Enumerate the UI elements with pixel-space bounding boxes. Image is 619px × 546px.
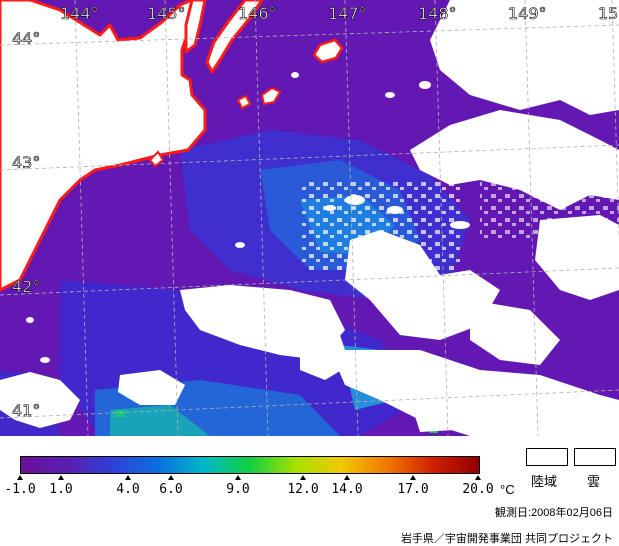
habomai-island-2 — [236, 94, 252, 110]
lat-label-41: 41° — [12, 401, 40, 420]
lon-label-145: 145° — [147, 4, 186, 23]
tick-label: -1.0 — [4, 482, 36, 497]
coast-islet — [148, 150, 165, 168]
unit-label: °C — [500, 482, 515, 497]
temperature-legend: -1.0 1.0 4.0 6.0 9.0 12.0 14.0 17.0 20.0… — [0, 436, 619, 546]
tick-mark — [17, 475, 23, 480]
lon-label-144: 144° — [60, 4, 99, 23]
lon-label-146: 146° — [238, 4, 277, 23]
longitude-labels: 144° 145° 146° 147° 148° 149° 15 — [60, 4, 619, 24]
lat-label-43: 43° — [12, 153, 40, 172]
tick-label: 9.0 — [226, 482, 250, 497]
observation-date: 観測日:2008年02月06日 — [495, 507, 613, 519]
graticule — [0, 0, 619, 436]
tick-mark — [235, 475, 241, 480]
shikotan-island — [312, 38, 344, 64]
tick-mark — [168, 475, 174, 480]
lon-label-147: 147° — [328, 4, 367, 23]
credit-line: 岩手県／宇宙開発事業団 共同プロジェクト — [400, 533, 613, 545]
land-swatch — [526, 448, 568, 466]
hokkaido-land — [0, 0, 207, 292]
tick-mark — [344, 475, 350, 480]
cloud-speckle — [480, 160, 619, 240]
temperature-colorbar — [20, 456, 480, 474]
tick-mark — [125, 475, 131, 480]
cloud-swatch — [574, 448, 616, 466]
lon-label-149: 149° — [508, 4, 547, 23]
lon-label-150: 15 — [598, 4, 618, 23]
cloud-label: 雲 — [587, 474, 601, 489]
tick-mark — [475, 475, 481, 480]
land-label: 陸域 — [531, 474, 558, 489]
tick-mark — [58, 475, 64, 480]
tick-label: 20.0 — [462, 482, 494, 497]
tick-label: 4.0 — [116, 482, 140, 497]
kunashiri-island — [205, 0, 264, 74]
tick-label: 17.0 — [397, 482, 429, 497]
tick-label: 12.0 — [287, 482, 319, 497]
tick-mark — [410, 475, 416, 480]
tick-mark — [300, 475, 306, 480]
sea-surface-temperature-map: 144° 145° 146° 147° 148° 149° 15 44° 43°… — [0, 0, 619, 436]
tick-label: 1.0 — [49, 482, 73, 497]
latitude-labels: 44° 43° 42° 41° — [12, 29, 41, 421]
cloud-speckle — [300, 180, 460, 270]
tick-label: 14.0 — [331, 482, 363, 497]
habomai-island — [260, 86, 282, 106]
lat-label-42: 42° — [12, 277, 40, 296]
lon-label-148: 148° — [418, 4, 457, 23]
cloud-cover — [0, 0, 619, 436]
tick-label: 6.0 — [159, 482, 183, 497]
lat-label-44: 44° — [12, 29, 40, 48]
